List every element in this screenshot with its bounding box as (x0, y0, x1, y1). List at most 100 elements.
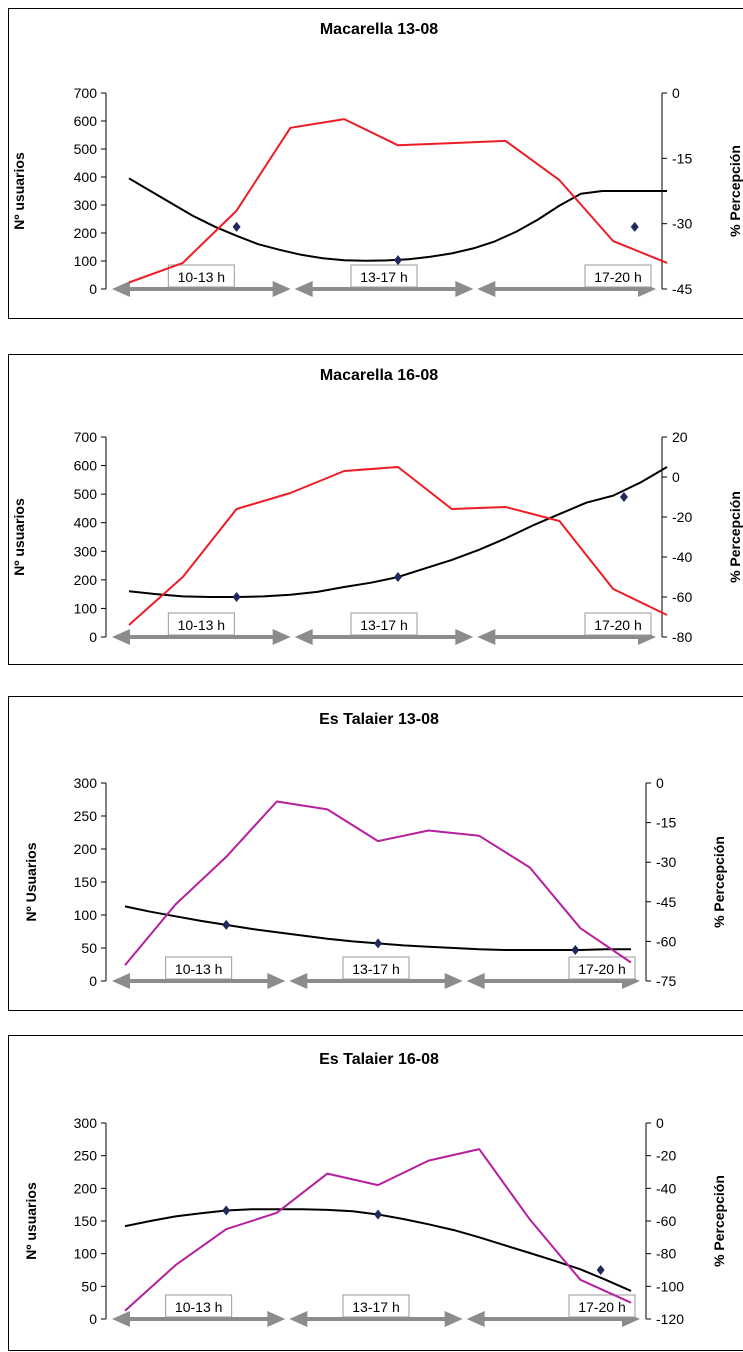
period-arrow-left-head (466, 973, 485, 989)
left-tick-label: 600 (74, 458, 98, 474)
period-arrow-right-head (267, 1311, 286, 1327)
period-arrow-left-head (289, 1311, 308, 1327)
chart-panel-1: Macarella 13-08 0 100 200 300 400 500 600 700 -45… (8, 8, 743, 319)
left-tick-label: 100 (74, 907, 98, 923)
period-arrow-right-head (444, 1311, 463, 1327)
period-label: 13-17 h (352, 961, 399, 977)
period-label-box (584, 612, 652, 636)
period-label-box (342, 956, 410, 980)
chart-svg-2: Macarella 16-080100200300400500600700-80… (11, 367, 743, 645)
left-tick-label: 150 (74, 874, 98, 890)
right-tick-label: -60 (656, 933, 676, 949)
right-tick-label: 20 (672, 429, 688, 445)
right-tick-label: -80 (656, 1246, 676, 1262)
period-arrow-right-head (444, 973, 463, 989)
right-tick-label: -45 (672, 281, 692, 297)
period-label: 13-17 h (360, 617, 407, 633)
left-tick-label: 200 (74, 841, 98, 857)
period-label: 13-17 h (360, 269, 407, 285)
period-label: 17-20 h (578, 1299, 625, 1315)
period-label-box (165, 1294, 233, 1318)
left-tick-label: 150 (74, 1213, 98, 1229)
period-arrow-right-head (272, 281, 291, 297)
period-arrow-left-head (112, 629, 130, 645)
period-arrow-left-head (112, 1311, 130, 1327)
period-arrow-right-head (455, 629, 474, 645)
left-tick-label: 0 (89, 1311, 97, 1327)
right-tick-label: -100 (656, 1278, 684, 1294)
period-arrow-left-head (294, 629, 313, 645)
period-arrow-left-head (112, 281, 130, 297)
left-tick-label: 400 (74, 169, 98, 185)
data-marker (619, 492, 628, 502)
left-tick-label: 0 (89, 629, 97, 645)
right-tick-label: 0 (672, 85, 680, 101)
users-trend-line (128, 177, 667, 262)
data-marker (374, 1209, 382, 1220)
right-tick-label: -45 (656, 894, 676, 910)
right-tick-label: -40 (672, 549, 692, 565)
y2-axis-title: % Percepción (727, 491, 743, 583)
period-arrow-left-head (466, 1311, 485, 1327)
period-label: 17-20 h (594, 617, 641, 633)
left-tick-label: 300 (74, 197, 98, 213)
left-tick-label: 300 (74, 775, 98, 791)
right-tick-label: -120 (656, 1311, 684, 1327)
right-tick-label: -60 (656, 1213, 676, 1229)
left-tick-label: 0 (89, 973, 97, 989)
data-marker (222, 1205, 231, 1216)
period-label-box (167, 612, 235, 636)
left-tick-label: 200 (74, 572, 98, 588)
data-marker (596, 1265, 605, 1275)
chart-title: Macarella 16-08 (320, 367, 438, 384)
period-label: 10-13 h (178, 617, 225, 633)
right-tick-label: 0 (672, 469, 680, 485)
period-label: 10-13 h (178, 269, 225, 285)
left-tick-label: 250 (74, 808, 98, 824)
right-tick-label: 0 (656, 775, 664, 791)
period-arrow-right-head (267, 973, 286, 989)
right-tick-label: -40 (656, 1180, 676, 1196)
period-label-box (350, 612, 418, 636)
left-tick-label: 500 (74, 141, 98, 157)
period-label: 17-20 h (594, 269, 641, 285)
period-arrow-left-head (294, 281, 313, 297)
right-tick-label: -15 (672, 150, 692, 166)
period-label: 10-13 h (175, 1299, 222, 1315)
period-label-box (584, 264, 652, 288)
left-tick-label: 100 (74, 253, 98, 269)
period-label-box (167, 264, 235, 288)
chart-title: Es Talaier 16-08 (319, 1051, 439, 1068)
period-arrow-left-head (112, 973, 130, 989)
data-marker (394, 255, 402, 266)
right-tick-label: -30 (672, 216, 692, 232)
left-tick-label: 100 (74, 600, 98, 616)
left-tick-label: 50 (81, 1278, 97, 1294)
period-arrow-left-head (477, 629, 496, 645)
chart-panel-3: Es Talaier 13-08 0 50 100 150 200 250 300 -75 -60… (8, 696, 743, 1011)
right-tick-label: 0 (656, 1115, 664, 1131)
period-label-box (165, 956, 233, 980)
period-arrow-left-head (289, 973, 308, 989)
data-marker (630, 221, 639, 232)
data-marker (374, 938, 382, 949)
chart-panel-2: Macarella 16-08 0 100 200 300 400 500 600 700 -80… (8, 354, 743, 665)
chart-svg-3: Es Talaier 13-08 0 50 100 150 200 250 300 -75 -60… (23, 711, 727, 989)
data-marker (571, 944, 580, 955)
data-marker (394, 572, 402, 582)
y-axis-title: Nº usuarios (11, 152, 27, 230)
data-marker (232, 221, 241, 232)
period-label-box (568, 1294, 636, 1318)
left-tick-label: 0 (89, 281, 97, 297)
right-tick-label: -75 (656, 973, 676, 989)
chart-title: Es Talaier 13-08 (319, 711, 439, 728)
left-tick-label: 700 (74, 429, 98, 445)
chart-title: Macarella 13-08 (320, 21, 438, 38)
chart-svg-4: Es Talaier 16-08 0 50 100 150 200 250 300 -120 -1… (23, 1051, 727, 1327)
y-axis-title: Nº Usuarios (23, 842, 39, 921)
right-tick-label: -30 (656, 854, 676, 870)
period-label-box (568, 956, 636, 980)
period-label: 10-13 h (175, 961, 222, 977)
period-label: 17-20 h (578, 961, 625, 977)
left-tick-label: 600 (74, 113, 98, 129)
